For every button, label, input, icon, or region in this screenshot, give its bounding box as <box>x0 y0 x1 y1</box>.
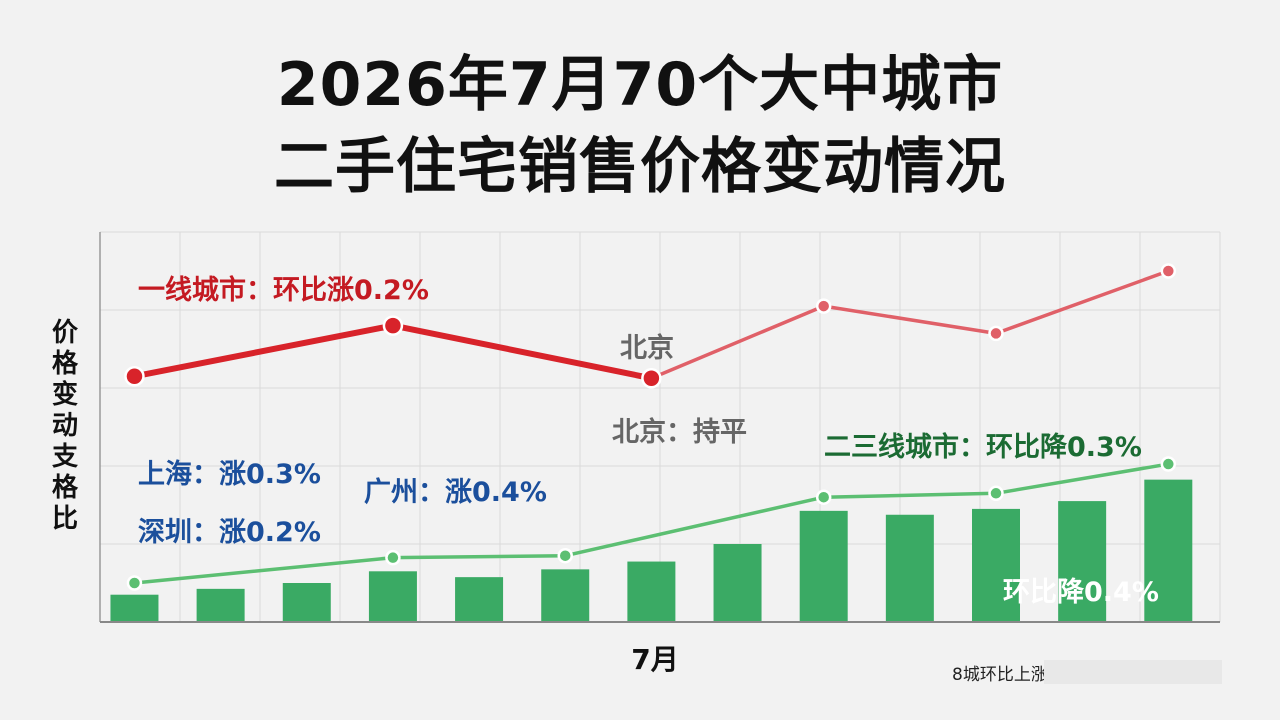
tier1-point-3 <box>641 368 662 389</box>
line-series <box>124 263 1177 591</box>
tier23-line <box>134 462 1169 585</box>
tier23-point-1 <box>126 575 143 591</box>
beijing-point-label: 北京 <box>620 333 674 364</box>
bar-5 <box>455 577 504 622</box>
bar-3 <box>282 583 331 622</box>
tier23-point-3 <box>557 547 573 564</box>
chart-title-line-2: 二手住宅销售价格变动情况 <box>274 132 1006 202</box>
bar-4 <box>368 571 417 622</box>
tier23-point-4 <box>815 489 832 505</box>
chart-title-line-1: 2026年7月70个大中城市 <box>276 50 1004 120</box>
tier1-point-6 <box>1160 263 1177 279</box>
tier1-line-segment <box>650 269 1169 380</box>
tier1-annotation: 一线城市：环比涨0.2% <box>138 275 429 306</box>
bar-8 <box>713 544 762 622</box>
shenzhen-annotation: 深圳：涨0.2% <box>138 517 321 548</box>
bar-7 <box>627 561 676 622</box>
chart-axes <box>99 232 1220 623</box>
beijing-annotation: 北京：持平 <box>612 417 747 448</box>
tier23-point-5 <box>988 485 1004 502</box>
bar-12 <box>1058 501 1107 622</box>
bar-series <box>110 479 1193 622</box>
guangzhou-annotation: 广州：涨0.4% <box>364 477 547 508</box>
bar-11 <box>972 508 1020 622</box>
tier23-annotation: 二三线城市：环比降0.3% <box>824 432 1142 463</box>
tier1-point-5 <box>988 325 1004 342</box>
shanghai-annotation: 上海：涨0.3% <box>138 459 321 490</box>
bar-10 <box>885 514 934 622</box>
bar-annotation: 环比降0.4% <box>1003 577 1159 608</box>
bar-1 <box>110 594 159 622</box>
bar-2 <box>196 588 245 622</box>
bar-6 <box>541 569 590 622</box>
y-axis-label: 价格变动支格比 <box>51 318 78 534</box>
source-note-blur <box>1044 660 1222 684</box>
bar-13 <box>1144 479 1193 622</box>
x-axis-label: 7月 <box>631 643 679 676</box>
tier1-point-4 <box>815 298 832 314</box>
tier1-point-2 <box>382 315 404 336</box>
source-note: 8城环比上涨 <box>952 660 1222 684</box>
tier23-point-6 <box>1160 456 1177 472</box>
tier23-point-2 <box>385 549 401 566</box>
bar-9 <box>799 510 848 622</box>
tier1-point-1 <box>124 366 145 387</box>
source-note-text: 8城环比上涨 <box>952 665 1048 684</box>
